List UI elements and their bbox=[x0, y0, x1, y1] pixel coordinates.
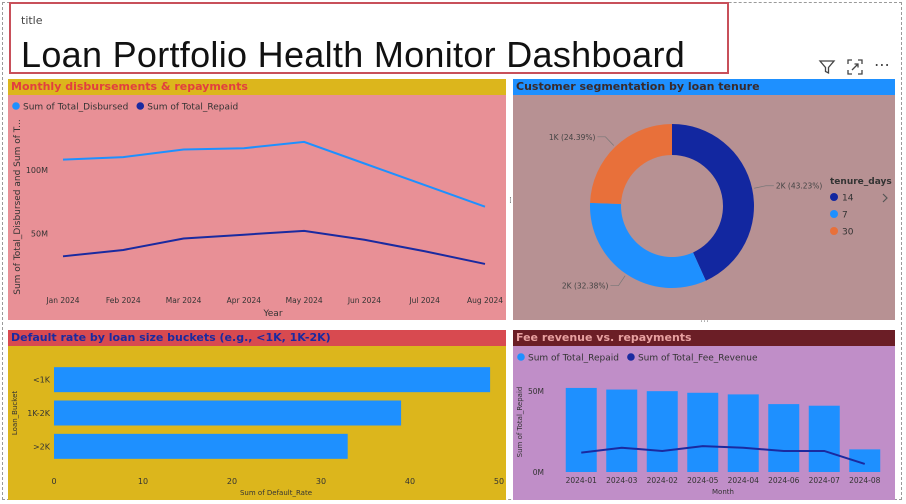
bar-2024-05 bbox=[687, 392, 719, 472]
y-tick-label: 1K-2K bbox=[27, 409, 50, 418]
x-tick-label: 50 bbox=[494, 477, 504, 486]
bar->2K bbox=[54, 433, 348, 459]
y-tick-label: 50M bbox=[31, 229, 48, 238]
bar-2024-07 bbox=[808, 405, 840, 472]
x-tick-label: 30 bbox=[316, 477, 326, 486]
legend-marker bbox=[517, 353, 525, 361]
resize-handle[interactable]: ⁞ bbox=[509, 196, 512, 206]
series-line-disbursed bbox=[62, 140, 486, 208]
x-tick-label: Aug 2024 bbox=[467, 296, 503, 305]
y-axis-title: Sum of Total_Disbursed and Sum of T... bbox=[13, 119, 23, 295]
legend-marker bbox=[830, 210, 838, 218]
y-tick-label: <1K bbox=[33, 376, 51, 385]
bar-2024-06 bbox=[768, 404, 800, 472]
y-axis-title: Sum of Total_Repaid bbox=[516, 387, 524, 458]
panel-monthly-disbursements[interactable]: Monthly disbursements & repayments Sum o… bbox=[8, 79, 506, 320]
combo-chart: Sum of Total_Repaid Sum of Total_Fee_Reve… bbox=[516, 353, 881, 496]
title-label: title bbox=[21, 14, 43, 27]
donut-chart: 2K (43.23%) 2K (32.38%) 1K (24.39%) tenure_… bbox=[549, 124, 892, 291]
legend-label: 30 bbox=[842, 228, 854, 238]
donut-slice-30 bbox=[590, 124, 672, 205]
series-line-repaid bbox=[62, 229, 486, 265]
leader-line bbox=[610, 275, 626, 287]
legend-marker bbox=[627, 353, 635, 361]
legend-label: Sum of Total_Repaid bbox=[528, 354, 619, 364]
focus-mode-icon[interactable] bbox=[846, 58, 864, 76]
bar-2024-04 bbox=[727, 394, 759, 472]
x-tick-label: 40 bbox=[405, 477, 415, 486]
bar-2024-03 bbox=[606, 389, 638, 472]
bar-2024-08 bbox=[849, 449, 881, 472]
y-tick-label: 100M bbox=[26, 166, 48, 175]
y-axis-title: Loan_Bucket bbox=[11, 391, 19, 435]
x-tick-label: 2024-01 bbox=[566, 476, 598, 485]
bar-2024-01 bbox=[565, 387, 597, 472]
series-line-fee-revenue bbox=[581, 445, 866, 465]
legend-marker bbox=[830, 227, 838, 235]
donut-slice-14 bbox=[672, 124, 754, 281]
donut-slice-7 bbox=[590, 202, 706, 288]
more-options-icon[interactable]: ⋯ bbox=[874, 55, 890, 74]
x-tick-label: 2024-05 bbox=[687, 476, 719, 485]
resize-handle[interactable]: ⋯ bbox=[700, 317, 709, 327]
legend-label: Sum of Total_Repaid bbox=[147, 103, 238, 113]
legend-label: Sum of Total_Fee_Revenue bbox=[638, 354, 758, 364]
leader-line bbox=[754, 185, 774, 189]
legend-scroll-icon bbox=[882, 193, 888, 203]
x-tick-label: 2024-03 bbox=[606, 476, 638, 485]
panel-fee-revenue[interactable]: Fee revenue vs. repayments Sum of Total_… bbox=[513, 330, 895, 500]
legend-marker bbox=[136, 102, 145, 110]
panel-customer-segmentation[interactable]: Customer segmentation by loan tenure 2K … bbox=[513, 79, 895, 320]
panel-title-default-rate: Default rate by loan size buckets (e.g.,… bbox=[8, 330, 506, 346]
x-tick-label: Jan 2024 bbox=[45, 296, 79, 305]
x-tick-label: 20 bbox=[227, 477, 237, 486]
page-title: Loan Portfolio Health Monitor Dashboard bbox=[21, 34, 686, 75]
legend-title: tenure_days bbox=[830, 177, 892, 187]
x-tick-label: Mar 2024 bbox=[166, 296, 202, 305]
horizontal-bar-chart: <1K 1K-2K >2K 0 10 20 30 40 50 Sum of Default_Rat… bbox=[11, 367, 504, 497]
x-tick-label: Jun 2024 bbox=[347, 296, 381, 305]
x-tick-label: 0 bbox=[51, 477, 56, 486]
data-label: 2K (32.38%) bbox=[562, 282, 609, 291]
panel-title-monthly: Monthly disbursements & repayments bbox=[8, 79, 506, 95]
panel-default-rate[interactable]: Default rate by loan size buckets (e.g.,… bbox=[8, 330, 506, 500]
leader-line bbox=[597, 136, 615, 146]
x-tick-label: Feb 2024 bbox=[106, 296, 141, 305]
legend-label: Sum of Total_Disbursed bbox=[23, 103, 128, 113]
legend-label: 14 bbox=[842, 194, 854, 204]
x-tick-label: 2024-02 bbox=[647, 476, 679, 485]
panel-title-fee-revenue: Fee revenue vs. repayments bbox=[513, 330, 895, 346]
x-tick-label: 10 bbox=[138, 477, 148, 486]
bar-2024-02 bbox=[646, 391, 678, 472]
x-tick-label: 2024-04 bbox=[728, 476, 760, 485]
x-tick-label: 2024-06 bbox=[768, 476, 800, 485]
legend-label: 7 bbox=[842, 211, 848, 221]
x-tick-label: May 2024 bbox=[286, 296, 323, 305]
y-tick-label: 50M bbox=[528, 387, 544, 396]
bar-<1K bbox=[54, 367, 491, 393]
data-label: 1K (24.39%) bbox=[549, 133, 596, 142]
line-chart: Sum of Total_Disbursed Sum of Total_Repai… bbox=[12, 102, 503, 319]
legend-marker bbox=[12, 102, 20, 110]
legend-marker bbox=[830, 193, 838, 201]
x-tick-label: Apr 2024 bbox=[227, 296, 262, 305]
x-axis-title: Month bbox=[712, 488, 734, 496]
y-tick-label: >2K bbox=[33, 442, 51, 451]
x-tick-label: Jul 2024 bbox=[408, 296, 440, 305]
y-tick-label: 0M bbox=[533, 468, 544, 477]
filter-icon[interactable] bbox=[818, 58, 836, 76]
bar-1K-2K bbox=[54, 400, 402, 426]
data-label: 2K (43.23%) bbox=[776, 182, 823, 191]
x-tick-label: 2024-08 bbox=[849, 476, 881, 485]
x-axis-title: Year bbox=[262, 309, 282, 319]
panel-title-segmentation: Customer segmentation by loan tenure bbox=[513, 79, 895, 95]
title-textbox[interactable]: title Loan Portfolio Health Monitor Dash… bbox=[9, 2, 729, 75]
x-tick-label: 2024-07 bbox=[809, 476, 841, 485]
x-axis-title: Sum of Default_Rate bbox=[240, 489, 312, 497]
